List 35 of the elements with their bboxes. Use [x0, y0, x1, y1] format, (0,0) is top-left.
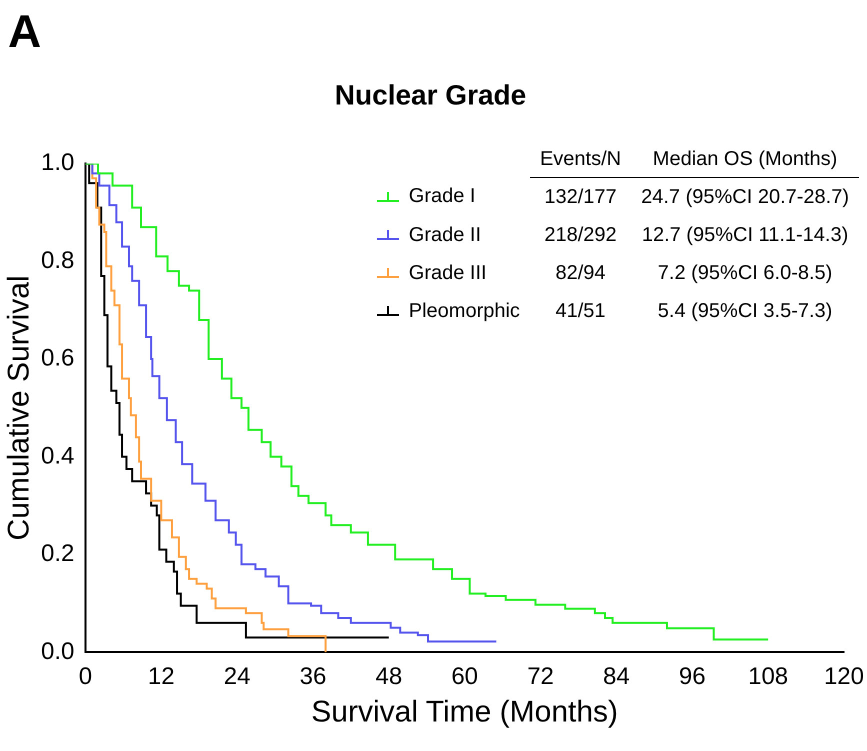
annotation: 41/51: [554, 298, 607, 324]
annotation: 82/94: [554, 260, 607, 286]
annotation: 7.2 (95%CI 6.0-8.5): [656, 260, 834, 286]
x-tick-label: 120: [824, 663, 864, 690]
annotation: 24.7 (95%CI 20.7-28.7): [640, 184, 850, 210]
x-tick-label: 0: [78, 663, 92, 690]
x-axis-title: Survival Time (Months): [311, 695, 618, 728]
x-tick-label: 84: [603, 663, 630, 690]
y-tick-label: 0.6: [40, 344, 74, 372]
legend-label: Grade II: [408, 222, 482, 248]
x-tick-label: 12: [148, 663, 175, 690]
y-tick-label: 0.4: [40, 442, 74, 470]
x-tick-label: 72: [527, 663, 554, 690]
annotation: 12.7 (95%CI 11.1-14.3): [640, 222, 850, 248]
y-tick-label: 1.0: [40, 149, 74, 176]
x-tick-label: 36: [300, 663, 326, 690]
y-tick-label: 0.8: [40, 246, 74, 274]
annotation: 132/177: [543, 184, 618, 210]
y-tick-label: 0.2: [40, 540, 74, 568]
chart-title: Nuclear Grade: [334, 80, 526, 111]
x-tick-label: 108: [748, 663, 788, 690]
annotation: Events/N: [530, 148, 632, 178]
x-tick-label: 48: [375, 663, 402, 690]
legend-label: Pleomorphic: [408, 298, 521, 324]
x-tick-label: 24: [224, 663, 250, 690]
x-tick-label: 96: [678, 663, 706, 690]
annotation: 218/292: [543, 222, 618, 248]
x-tick-label: 60: [451, 663, 478, 690]
y-tick-label: 0.0: [40, 638, 74, 665]
legend-label: Grade I: [408, 184, 476, 210]
text: A: [8, 4, 42, 58]
annotation: Median OS (Months): [631, 148, 859, 178]
annotation: 5.4 (95%CI 3.5-7.3): [656, 298, 834, 324]
legend-label: Grade III: [408, 260, 488, 286]
y-axis-title: Cumulative Survival: [2, 275, 36, 540]
